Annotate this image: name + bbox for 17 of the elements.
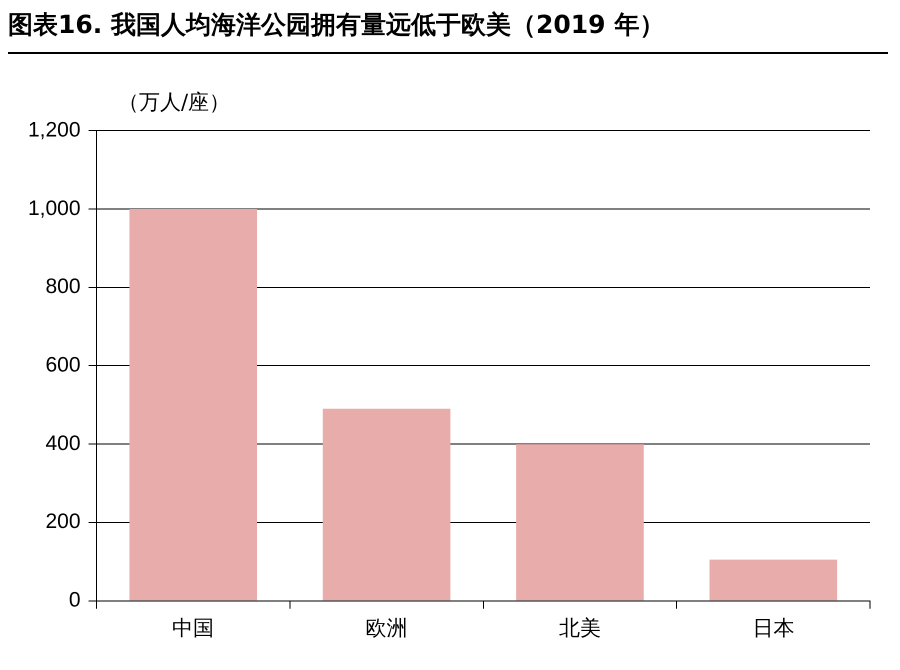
y-tick-label: 1,200: [28, 118, 81, 142]
y-tick-label: 800: [46, 275, 81, 298]
chart-title: 图表16. 我国人均海洋公园拥有量远低于欧美（2019 年）: [8, 9, 664, 41]
bar: [516, 444, 644, 600]
bar: [710, 560, 838, 600]
y-tick-label: 200: [46, 510, 81, 534]
y-axis-title: （万人/座）: [118, 89, 230, 116]
x-tick-label: 日本: [752, 616, 794, 640]
y-tick-label: 400: [46, 432, 81, 455]
y-tick-label: 0: [68, 588, 81, 612]
x-tick-label: 欧洲: [366, 616, 408, 640]
x-tick-label: 北美: [558, 616, 601, 640]
bar: [322, 408, 450, 600]
y-tick-label: 600: [46, 353, 81, 376]
y-tick-label: 1,000: [28, 196, 81, 220]
x-tick-label: 中国: [172, 616, 214, 640]
bar: [129, 208, 258, 600]
